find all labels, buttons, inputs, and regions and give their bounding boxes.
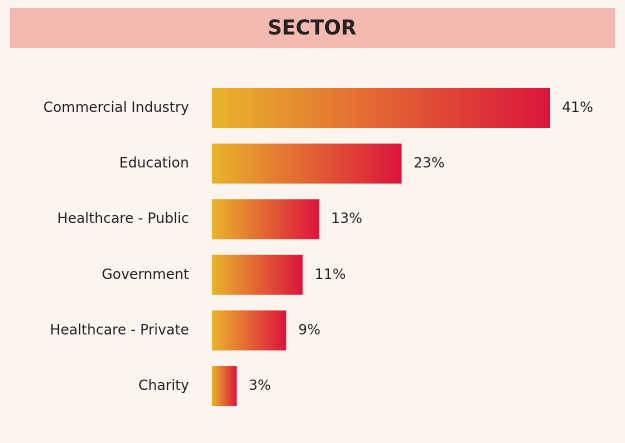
value-label: 13% bbox=[331, 211, 362, 227]
bar bbox=[212, 254, 303, 295]
category-label: Education bbox=[119, 156, 189, 172]
bar bbox=[212, 310, 287, 351]
bar bbox=[212, 143, 402, 184]
category-label: Charity bbox=[138, 378, 189, 394]
bar bbox=[212, 199, 320, 240]
category-label: Government bbox=[102, 267, 190, 283]
category-label: Healthcare - Public bbox=[57, 211, 189, 227]
value-label: 3% bbox=[249, 378, 271, 394]
chart-title: SECTOR bbox=[268, 16, 357, 40]
value-label: 23% bbox=[414, 156, 445, 172]
title-band bbox=[10, 8, 615, 48]
bar bbox=[212, 366, 237, 406]
value-label: 11% bbox=[315, 267, 346, 283]
bar bbox=[212, 88, 550, 128]
category-label: Healthcare - Private bbox=[50, 322, 189, 338]
value-label: 9% bbox=[298, 322, 320, 338]
value-label: 41% bbox=[562, 100, 593, 116]
category-label: Commercial Industry bbox=[43, 100, 189, 116]
